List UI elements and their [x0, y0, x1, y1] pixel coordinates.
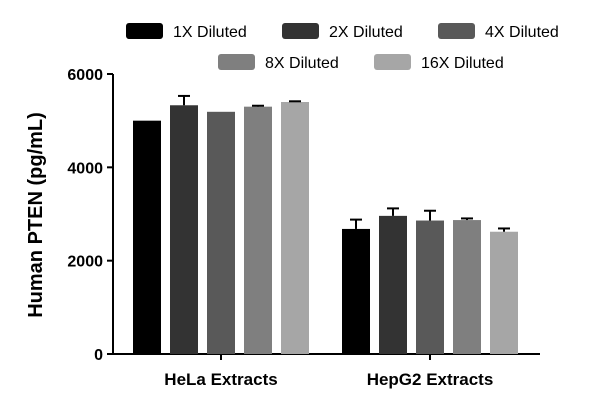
legend-swatch [218, 54, 255, 70]
legend-swatch [374, 54, 411, 70]
bar [342, 228, 370, 354]
bar [281, 102, 309, 354]
legend-swatch [438, 23, 475, 39]
y-tick-label: 2000 [67, 254, 103, 271]
y-tick-label: 6000 [67, 67, 103, 84]
bar [207, 111, 235, 354]
y-axis-title: Human PTEN (pg/mL) [25, 112, 47, 318]
legend-swatch [282, 23, 319, 39]
legend-label: 8X Diluted [265, 55, 339, 72]
x-category-label: HeLa Extracts [164, 370, 277, 389]
x-category-label: HepG2 Extracts [367, 370, 494, 389]
bar [490, 231, 518, 354]
bar [244, 106, 272, 355]
legend-label: 16X Diluted [421, 55, 504, 72]
bar [453, 220, 481, 354]
bar [170, 105, 198, 355]
legend-swatch [126, 23, 163, 39]
bar [133, 120, 161, 355]
legend-label: 1X Diluted [173, 24, 247, 41]
bar [379, 215, 407, 354]
legend-label: 4X Diluted [485, 24, 559, 41]
bar [416, 220, 444, 354]
y-tick-label: 4000 [67, 160, 103, 177]
y-tick-label: 0 [94, 347, 103, 364]
legend-label: 2X Diluted [329, 24, 403, 41]
